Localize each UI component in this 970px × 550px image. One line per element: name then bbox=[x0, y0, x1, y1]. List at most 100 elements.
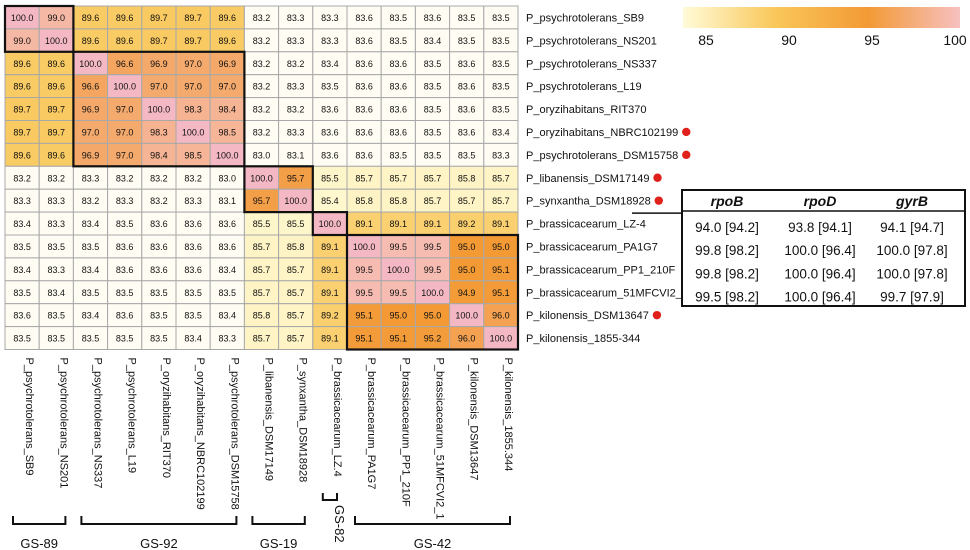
cell-value-label: 83.4 bbox=[82, 219, 100, 229]
cell-value-label: 89.1 bbox=[424, 219, 442, 229]
cell-value-label: 89.1 bbox=[321, 265, 339, 275]
cell-value-label: 85.4 bbox=[321, 196, 339, 206]
cell-value-label: 89.6 bbox=[82, 36, 100, 46]
cell-value-label: 85.7 bbox=[492, 196, 510, 206]
cell-value-label: 99.0 bbox=[48, 13, 66, 23]
cell-value-label: 85.5 bbox=[321, 173, 339, 183]
cell-value-label: 83.6 bbox=[150, 265, 168, 275]
cell-value-label: 85.5 bbox=[287, 219, 305, 229]
cell-value-label: 83.4 bbox=[321, 59, 339, 69]
cell-value-label: 83.3 bbox=[48, 219, 66, 229]
cell-value-label: 97.0 bbox=[184, 82, 202, 92]
cell-value-label: 83.2 bbox=[253, 105, 271, 115]
cell-value-label: 95.0 bbox=[492, 242, 510, 252]
cell-value-label: 83.5 bbox=[424, 150, 442, 160]
cell-value-label: 89.7 bbox=[13, 127, 31, 137]
group-bracket bbox=[354, 516, 511, 525]
cell-value-label: 85.7 bbox=[355, 173, 373, 183]
cell-value-label: 95.1 bbox=[390, 334, 408, 344]
cell-value-label: 83.3 bbox=[287, 127, 305, 137]
cell-value-label: 83.5 bbox=[48, 334, 66, 344]
cell-value-label: 89.6 bbox=[219, 36, 237, 46]
cell-value-label: 83.2 bbox=[150, 196, 168, 206]
column-label: P_brassicacearum_PP1_210F bbox=[399, 358, 411, 507]
cell-value-label: 83.4 bbox=[424, 36, 442, 46]
cell-value-label: 99.5 bbox=[424, 265, 442, 275]
cell-value-label: 83.5 bbox=[184, 311, 202, 321]
cell-value-label: 85.8 bbox=[458, 173, 476, 183]
column-label: P_synxantha_DSM18928 bbox=[297, 358, 309, 483]
group-bracket bbox=[12, 516, 67, 525]
cell-value-label: 83.5 bbox=[150, 334, 168, 344]
cell-value-label: 95.7 bbox=[253, 196, 271, 206]
cell-value-label: 98.3 bbox=[150, 127, 168, 137]
cell-value-label: 89.6 bbox=[13, 59, 31, 69]
cell-value-label: 98.4 bbox=[150, 150, 168, 160]
cell-value-label: 83.5 bbox=[13, 334, 31, 344]
cell-value-label: 83.4 bbox=[13, 265, 31, 275]
group-bracket bbox=[251, 516, 306, 525]
cell-value-label: 83.5 bbox=[492, 82, 510, 92]
cell-value-label: 83.2 bbox=[184, 173, 202, 183]
cell-value-label: 83.2 bbox=[253, 36, 271, 46]
cell-value-label: 100.0 bbox=[113, 82, 136, 92]
cell-value-label: 95.1 bbox=[355, 311, 373, 321]
group-label: GS-89 bbox=[20, 536, 58, 550]
cell-value-label: 85.7 bbox=[458, 196, 476, 206]
column-label: P_psychrotolerans_NS337 bbox=[92, 358, 104, 489]
cell-value-label: 83.5 bbox=[82, 334, 100, 344]
cell-value-label: 89.6 bbox=[82, 13, 100, 23]
cell-value-label: 85.7 bbox=[253, 265, 271, 275]
cell-value-label: 83.6 bbox=[355, 59, 373, 69]
cell-value-label: 83.3 bbox=[116, 196, 134, 206]
cell-value-label: 89.2 bbox=[321, 311, 339, 321]
cell-value-label: 100.0 bbox=[319, 219, 342, 229]
row-label: P_psychrotolerans_DSM15758 bbox=[526, 150, 678, 162]
cell-value-label: 99.5 bbox=[390, 288, 408, 298]
cell-value-label: 83.2 bbox=[287, 59, 305, 69]
cell-value-label: 83.6 bbox=[116, 311, 134, 321]
cell-value-label: 83.6 bbox=[219, 242, 237, 252]
cell-value-label: 89.6 bbox=[116, 36, 134, 46]
cell-value-label: 96.9 bbox=[82, 105, 100, 115]
cell-value-label: 89.7 bbox=[48, 105, 66, 115]
cell-value-label: 100.0 bbox=[11, 13, 34, 23]
gene-identity-value: 99.8 [98.2] bbox=[695, 243, 759, 258]
cell-value-label: 83.5 bbox=[458, 13, 476, 23]
color-scale-bar bbox=[683, 7, 960, 28]
cell-value-label: 85.7 bbox=[424, 196, 442, 206]
type-strain-marker bbox=[682, 150, 691, 160]
cell-value-label: 83.5 bbox=[424, 105, 442, 115]
cell-value-label: 83.1 bbox=[287, 150, 305, 160]
group-bracket bbox=[80, 516, 238, 525]
cell-value-label: 96.9 bbox=[82, 150, 100, 160]
cell-value-label: 83.3 bbox=[321, 36, 339, 46]
cell-value-label: 89.6 bbox=[48, 59, 66, 69]
cell-value-label: 100.0 bbox=[455, 311, 478, 321]
cell-value-label: 85.8 bbox=[355, 196, 373, 206]
column-label: P_libanensis_DSM17149 bbox=[263, 358, 275, 482]
cell-value-label: 83.5 bbox=[82, 288, 100, 298]
cell-value-label: 95.2 bbox=[424, 334, 442, 344]
cell-value-label: 83.2 bbox=[150, 173, 168, 183]
cell-value-label: 83.3 bbox=[48, 265, 66, 275]
cell-value-label: 95.0 bbox=[458, 242, 476, 252]
cell-value-label: 83.6 bbox=[390, 59, 408, 69]
cell-value-label: 83.5 bbox=[492, 36, 510, 46]
cell-value-label: 96.0 bbox=[458, 334, 476, 344]
cell-value-label: 83.5 bbox=[184, 288, 202, 298]
cell-value-label: 100.0 bbox=[284, 196, 307, 206]
cell-value-label: 85.8 bbox=[253, 311, 271, 321]
gene-identity-value: 99.8 [98.2] bbox=[695, 266, 759, 281]
group-box-gs-89 bbox=[3, 4, 75, 53]
cell-value-label: 83.6 bbox=[219, 219, 237, 229]
cell-value-label: 83.6 bbox=[458, 82, 476, 92]
cell-value-label: 98.3 bbox=[184, 105, 202, 115]
cell-value-label: 83.6 bbox=[150, 242, 168, 252]
group-label: GS-42 bbox=[414, 536, 452, 550]
cell-value-label: 83.5 bbox=[424, 59, 442, 69]
cell-value-label: 83.6 bbox=[355, 127, 373, 137]
cell-value-label: 83.2 bbox=[13, 173, 31, 183]
cell-value-label: 83.6 bbox=[390, 127, 408, 137]
cell-value-label: 83.2 bbox=[253, 127, 271, 137]
